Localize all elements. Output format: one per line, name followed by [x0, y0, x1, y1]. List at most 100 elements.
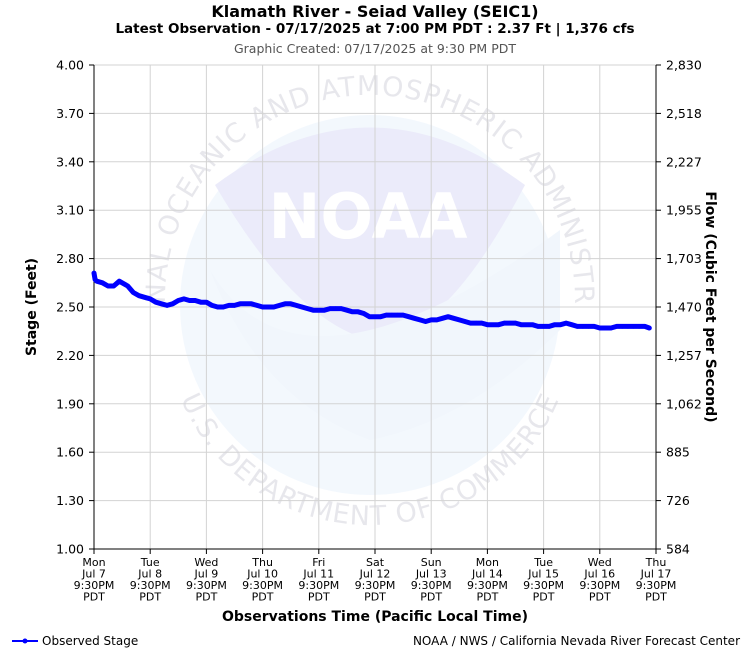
data-point [647, 325, 652, 331]
data-point [131, 290, 136, 295]
latest-observation: Latest Observation - 07/17/2025 at 7:00 … [115, 21, 635, 37]
data-point [468, 320, 473, 326]
data-point [620, 324, 625, 329]
data-point [119, 280, 125, 285]
data-point [524, 322, 529, 327]
y-tick-label: 2.50 [56, 300, 84, 315]
y2-tick-label: 1,955 [666, 203, 702, 218]
data-point [305, 306, 310, 311]
data-point [355, 309, 361, 314]
data-point [327, 306, 333, 311]
data-point [462, 319, 468, 324]
data-point [91, 270, 97, 276]
data-point [642, 324, 647, 329]
x-tick-label: Fri Jul 11 9:30PM PDT [298, 556, 339, 604]
data-point [299, 304, 305, 310]
y-tick-label: 3.40 [56, 154, 84, 169]
data-point [176, 298, 181, 303]
y2-tick-label: 1,470 [666, 300, 702, 315]
data-point [552, 322, 557, 327]
data-point [485, 322, 490, 327]
y-tick-label: 2.80 [56, 251, 84, 266]
data-point [350, 309, 355, 314]
y-tick-label: 3.70 [56, 106, 84, 121]
data-point [592, 324, 597, 329]
data-point [148, 296, 153, 302]
data-point [215, 304, 220, 310]
data-point [94, 279, 100, 284]
data-point [209, 303, 215, 308]
data-point [316, 308, 321, 313]
data-point [631, 324, 636, 329]
y2-tick-label: 2,227 [666, 154, 702, 169]
grid-lines [93, 64, 657, 550]
data-point [547, 324, 552, 329]
data-point [507, 320, 513, 326]
x-tick-label: Sat Jul 12 9:30PM PDT [355, 556, 396, 604]
y-tick-label: 1.90 [56, 396, 84, 411]
legend: Observed Stage [12, 634, 138, 648]
data-point [181, 296, 187, 302]
data-point [198, 300, 203, 305]
y2-tick-label: 885 [666, 445, 690, 460]
data-point [367, 314, 372, 319]
data-point [580, 324, 586, 329]
data-point [502, 320, 507, 326]
data-point [288, 301, 293, 306]
data-point [558, 322, 563, 327]
data-point [243, 301, 248, 306]
y-tick-label: 3.10 [56, 203, 84, 218]
data-point [260, 304, 265, 310]
x-axis-label: Observations Time (Pacific Local Time) [222, 609, 528, 625]
y2-tick-label: 1,062 [666, 396, 702, 411]
x-tick-label: Thu Jul 10 9:30PM PDT [242, 556, 283, 604]
data-point [423, 319, 428, 324]
data-point [395, 312, 400, 318]
data-point [142, 295, 147, 300]
series-layer [91, 270, 652, 331]
credit-text: NOAA / NWS / California Nevada River For… [412, 634, 740, 648]
data-point [479, 320, 484, 326]
data-point [429, 317, 434, 323]
data-point [625, 324, 631, 329]
y-tick-label: 1.30 [56, 493, 84, 508]
data-point [153, 300, 158, 305]
x-tick-label: Mon Jul 7 9:30PM PDT [74, 556, 115, 604]
data-point [378, 314, 383, 319]
data-point [412, 316, 417, 321]
data-point [490, 322, 496, 327]
data-point [636, 324, 642, 329]
x-tick-label: Wed Jul 9 9:30PM PDT [186, 556, 227, 604]
data-point [271, 304, 276, 310]
data-point [434, 317, 439, 323]
data-point [457, 317, 462, 323]
data-point [496, 322, 501, 327]
data-point [614, 324, 619, 329]
data-point [440, 316, 445, 321]
data-point [389, 312, 395, 318]
x-tick-label: Wed Jul 16 9:30PM PDT [579, 556, 620, 604]
data-point [535, 324, 541, 329]
data-point [254, 303, 260, 308]
data-point [445, 314, 451, 319]
data-point [474, 320, 479, 326]
x-tick-label: Tue Jul 15 9:30PM PDT [523, 556, 564, 604]
data-point [339, 306, 344, 311]
data-point [563, 320, 569, 326]
data-point [249, 301, 254, 306]
data-point [322, 308, 327, 313]
y-tick-label: 1.00 [56, 542, 84, 557]
x-tick-label: Sun Jul 13 9:30PM PDT [411, 556, 452, 604]
data-point [136, 293, 142, 298]
data-point [187, 298, 192, 303]
y2-tick-label: 726 [666, 493, 690, 508]
data-point [111, 283, 116, 289]
data-point [170, 301, 175, 306]
data-point [164, 303, 170, 308]
data-point [361, 311, 366, 316]
data-point [237, 301, 243, 306]
data-point [372, 314, 378, 319]
data-point [193, 298, 198, 303]
data-point [608, 325, 614, 331]
